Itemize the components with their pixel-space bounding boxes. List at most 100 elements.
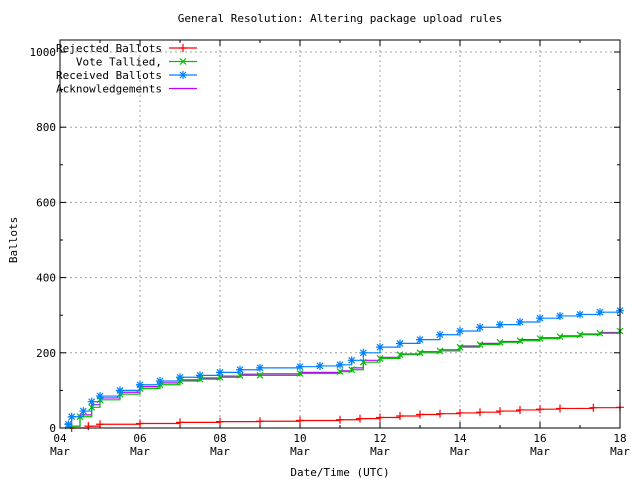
star-marker [596, 308, 604, 317]
star-marker [67, 412, 76, 421]
y-tick-label: 800 [36, 121, 56, 134]
star-marker [496, 320, 504, 329]
star-marker [179, 71, 187, 79]
x-tick-month: Mar [290, 445, 310, 458]
cross-marker [536, 335, 544, 342]
star-marker [359, 348, 368, 357]
cross-marker [396, 351, 404, 359]
star-marker [456, 326, 464, 335]
legend-label: Received Ballots [56, 69, 162, 82]
plus-marker [136, 419, 144, 428]
plus-marker [396, 411, 404, 420]
cross-marker [436, 347, 444, 355]
star-marker [476, 323, 484, 332]
plus-marker [179, 44, 187, 52]
star-marker [576, 310, 584, 319]
cross-marker [348, 366, 356, 374]
star-marker [87, 397, 96, 406]
star-marker [96, 392, 104, 401]
plot-frame [59, 39, 621, 429]
star-marker [196, 371, 204, 380]
x-axis-label: Date/Time (UTC) [290, 466, 389, 479]
plus-marker [356, 414, 364, 423]
x-tick-label: 14 [453, 432, 467, 445]
cross-marker [416, 349, 424, 357]
cross-marker [516, 337, 524, 345]
plus-marker [416, 410, 424, 419]
legend-label: Vote Tallied, [76, 56, 162, 69]
plus-marker [84, 422, 93, 431]
cross-marker [476, 341, 484, 348]
star-marker [156, 377, 164, 385]
star-marker [516, 317, 524, 326]
chart-title: General Resolution: Altering package upl… [178, 12, 503, 25]
y-tick-label: 1000 [30, 46, 57, 59]
x-tick-month: Mar [450, 445, 470, 458]
cross-marker [336, 368, 344, 376]
star-marker [556, 311, 564, 320]
star-marker [316, 361, 324, 370]
plus-marker [336, 415, 344, 424]
star-marker [296, 362, 304, 371]
x-tick-label: 12 [373, 432, 386, 445]
x-tick-label: 04 [53, 432, 67, 445]
cross-marker [296, 370, 304, 377]
star-marker [256, 363, 264, 372]
star-marker [216, 368, 224, 377]
cross-marker [256, 371, 264, 379]
series-layer [64, 306, 624, 432]
x-tick-month: Mar [210, 445, 230, 458]
x-tick-label: 18 [613, 432, 626, 445]
legend-label: Acknowledgements [56, 83, 162, 96]
plus-marker [456, 408, 464, 417]
grid [60, 40, 620, 428]
series-line [68, 330, 621, 427]
star-marker [136, 380, 144, 389]
plus-marker [96, 420, 104, 429]
cross-marker [236, 371, 244, 379]
star-marker [236, 365, 244, 374]
x-tick-month: Mar [530, 445, 550, 458]
x-tick-label: 08 [213, 432, 226, 445]
series-vote-tallied [64, 327, 624, 430]
y-tick-label: 0 [49, 422, 56, 435]
cross-marker [496, 338, 504, 346]
plus-marker [376, 413, 384, 422]
series-received-ballots [64, 306, 624, 429]
cross-marker [576, 331, 584, 339]
series-line [68, 330, 621, 427]
cross-marker [456, 343, 464, 351]
x-tick-label: 06 [133, 432, 146, 445]
series-rejected-ballots [67, 403, 624, 432]
cross-marker [179, 58, 187, 65]
plus-marker [296, 416, 304, 425]
plus-marker [436, 409, 444, 418]
star-marker [416, 335, 424, 344]
star-marker [79, 407, 88, 416]
star-marker [116, 386, 124, 395]
plus-marker [516, 405, 524, 414]
plus-marker [536, 405, 544, 414]
axis-ticks: 04Mar06Mar08Mar10Mar12Mar14Mar16Mar18Mar… [30, 40, 630, 458]
star-marker [347, 356, 356, 365]
cross-marker [376, 355, 384, 362]
plus-marker [496, 407, 504, 416]
x-tick-month: Mar [130, 445, 150, 458]
star-marker [176, 373, 184, 382]
plus-marker [556, 404, 564, 413]
series-line [71, 407, 621, 429]
x-tick-label: 10 [293, 432, 306, 445]
cross-marker [556, 333, 564, 341]
y-tick-label: 600 [36, 196, 56, 209]
series-acknowledgements [68, 330, 621, 427]
y-axis-label: Ballots [7, 217, 20, 263]
plus-marker [176, 418, 184, 427]
legend-label: Rejected Ballots [56, 42, 162, 55]
y-tick-label: 400 [36, 272, 56, 285]
star-marker [396, 339, 404, 348]
y-tick-label: 200 [36, 347, 56, 360]
series-line [68, 310, 621, 425]
plus-marker [589, 403, 598, 412]
star-marker [536, 314, 544, 323]
